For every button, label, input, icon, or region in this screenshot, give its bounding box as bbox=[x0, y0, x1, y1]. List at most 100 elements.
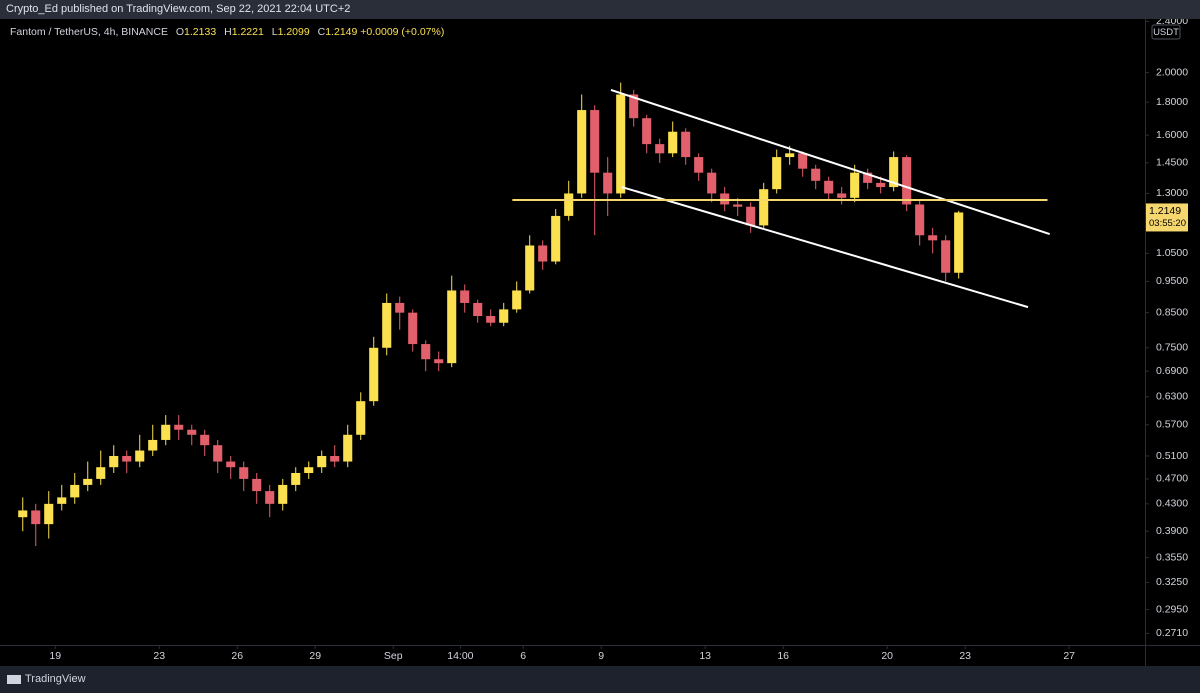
candle-body bbox=[330, 455, 340, 462]
y-tick-label: 0.9500 bbox=[1156, 275, 1188, 287]
candle-body bbox=[252, 478, 262, 492]
candle-body bbox=[343, 434, 353, 462]
candle-body bbox=[655, 144, 665, 154]
candle-body bbox=[889, 157, 899, 188]
candle-body bbox=[421, 344, 431, 360]
candle-body bbox=[356, 401, 366, 435]
y-tick-label: 0.6900 bbox=[1156, 365, 1188, 377]
candle-body bbox=[382, 302, 392, 348]
change: +0.0009 (+0.07%) bbox=[360, 26, 445, 38]
x-tick-label: 27 bbox=[1063, 650, 1075, 662]
y-tick-label: 2.4000 bbox=[1156, 19, 1188, 27]
x-tick-label: 29 bbox=[309, 650, 321, 662]
candle-body bbox=[278, 484, 288, 504]
candle-body bbox=[668, 131, 678, 154]
y-tick-label: 0.6300 bbox=[1156, 390, 1188, 402]
price-tag-value: 1.2149 bbox=[1149, 205, 1181, 217]
candle-body bbox=[512, 290, 522, 310]
y-tick-label: 0.2950 bbox=[1156, 603, 1188, 615]
candle-body bbox=[642, 118, 652, 145]
candle-body bbox=[525, 245, 535, 291]
y-tick-label: 0.7500 bbox=[1156, 342, 1188, 354]
y-tick-label: 0.3550 bbox=[1156, 551, 1188, 563]
candle-body bbox=[577, 110, 587, 194]
candle-body bbox=[473, 302, 483, 316]
candle-body bbox=[733, 204, 743, 207]
x-tick-label: 16 bbox=[777, 650, 789, 662]
x-tick-label: 13 bbox=[699, 650, 711, 662]
candle-body bbox=[174, 424, 184, 430]
candle-body bbox=[486, 315, 496, 323]
candle-body bbox=[460, 290, 470, 303]
candle-body bbox=[187, 429, 197, 435]
legend: Fantom / TetherUS, 4h, BINANCE O1.2133 H… bbox=[10, 26, 444, 38]
x-tick-label: 26 bbox=[231, 650, 243, 662]
candle-body bbox=[629, 94, 639, 119]
candle-body bbox=[109, 455, 119, 468]
candle-body bbox=[954, 212, 964, 273]
chart: 2.4000 2.0000 1.8000 1.6000 1.4500 1.3000 1.05… bbox=[0, 19, 1200, 666]
y-tick-label: 1.0500 bbox=[1156, 247, 1188, 259]
candle-body bbox=[915, 204, 925, 236]
candle-body bbox=[83, 478, 93, 485]
candle-body bbox=[863, 172, 873, 183]
x-tick-label: Sep bbox=[384, 650, 403, 662]
trend-line bbox=[610, 89, 1050, 235]
price-tag-countdown: 03:55:20 bbox=[1149, 218, 1186, 229]
symbol: Fantom / TetherUS, 4h, BINANCE bbox=[10, 26, 168, 38]
logo bbox=[7, 675, 21, 684]
candle-body bbox=[213, 445, 223, 462]
y-tick-label: 0.5700 bbox=[1156, 419, 1188, 431]
h-label: H bbox=[224, 26, 232, 38]
candle-body bbox=[395, 302, 405, 313]
l-value: 1.2099 bbox=[277, 26, 310, 38]
y-tick-label: 0.8500 bbox=[1156, 306, 1188, 318]
candle-body bbox=[317, 455, 327, 468]
candle-body bbox=[148, 439, 158, 451]
trend-line bbox=[621, 186, 1029, 309]
candle-body bbox=[876, 182, 886, 188]
x-tick-label: 19 bbox=[49, 650, 61, 662]
candle-body bbox=[603, 172, 613, 194]
candle-body bbox=[772, 157, 782, 190]
candle-body bbox=[408, 312, 418, 345]
currency-label: USDT bbox=[1153, 27, 1179, 38]
plot-area bbox=[18, 82, 1050, 547]
x-tick-label: 6 bbox=[520, 650, 526, 662]
candle-body bbox=[226, 461, 236, 468]
c-label: C bbox=[317, 26, 326, 38]
o-value: 1.2133 bbox=[184, 26, 217, 38]
y-tick-label: 0.3250 bbox=[1156, 576, 1188, 588]
candle-body bbox=[720, 193, 730, 205]
y-tick-label: 0.5100 bbox=[1156, 450, 1188, 462]
candle-body bbox=[265, 491, 275, 504]
candle-body bbox=[785, 153, 795, 158]
candle-body bbox=[811, 168, 821, 181]
candle-body bbox=[538, 245, 548, 262]
candle-body bbox=[447, 290, 457, 364]
candle-body bbox=[304, 467, 314, 473]
candle-body bbox=[694, 157, 704, 173]
candle-body bbox=[902, 157, 912, 205]
candle-body bbox=[44, 503, 54, 525]
candle-body bbox=[746, 206, 756, 226]
y-tick-label: 1.6000 bbox=[1156, 129, 1188, 141]
x-tick-label: 9 bbox=[598, 650, 604, 662]
x-tick-label: 23 bbox=[959, 650, 971, 662]
h-value: 1.2221 bbox=[231, 26, 264, 38]
candle-body bbox=[928, 235, 938, 241]
candle-body bbox=[96, 467, 106, 479]
candle-body bbox=[707, 172, 717, 194]
candle-body bbox=[564, 193, 574, 216]
candle-body bbox=[434, 359, 444, 364]
y-tick-label: 1.8000 bbox=[1156, 96, 1188, 108]
published-text: Crypto_Ed published on TradingView.com, … bbox=[6, 3, 351, 15]
candle-body bbox=[616, 94, 626, 194]
candle-body bbox=[681, 131, 691, 158]
candle-body bbox=[499, 309, 509, 323]
candle-body bbox=[837, 193, 847, 198]
candle-body bbox=[18, 510, 28, 518]
candle-body bbox=[200, 434, 210, 446]
price-tag bbox=[1146, 203, 1188, 232]
y-tick-label: 1.3000 bbox=[1156, 187, 1188, 199]
